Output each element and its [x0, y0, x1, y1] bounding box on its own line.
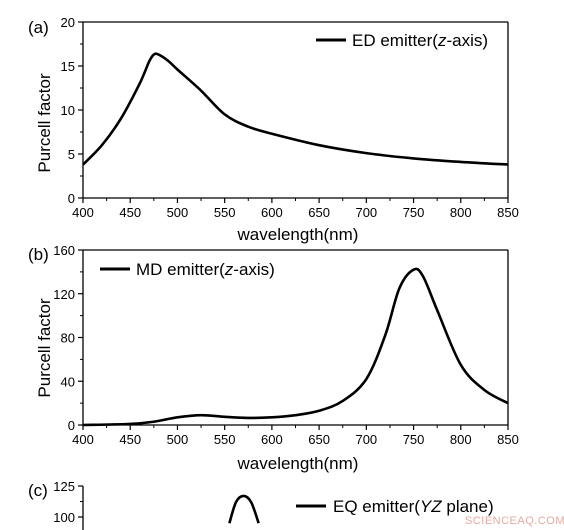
panel-a-ytick-label: 5 [68, 147, 75, 162]
panel-a-ytick-label: 10 [61, 103, 75, 118]
panel-b-xtick-label: 850 [497, 432, 519, 447]
panel-a-legend-prefix: ED emitter( [352, 31, 438, 50]
panel-a-xtick-label: 750 [403, 205, 425, 220]
panel-b-legend-prefix: MD emitter( [136, 260, 225, 279]
panel-c-ytick-label: 125 [53, 479, 75, 494]
panel-b-ytick-label: 40 [61, 374, 75, 389]
panel-a-xtick-label: 450 [119, 205, 141, 220]
panel-b-xtick-label: 450 [119, 432, 141, 447]
panel-c-legend-label: EQ emitter(YZ plane) [333, 497, 494, 516]
panel-a-ytick-label: 20 [61, 15, 75, 30]
panel-a-xtick-label: 850 [497, 205, 519, 220]
panel-b-label: (b) [28, 245, 49, 264]
panel-a-xlabel: wavelength(nm) [237, 225, 359, 244]
panel-a: (a) Purcell factor wavelength(nm) 400 450… [28, 15, 519, 244]
panel-b-series-line [82, 267, 509, 427]
panel-c-legend-suffix: plane) [442, 497, 494, 516]
panel-c-lines [228, 494, 260, 524]
panel-b-ytick-label: 0 [68, 418, 75, 433]
panel-b-legend: MD emitter(z-axis) [100, 260, 275, 279]
panel-a-legend: ED emitter(z-axis) [316, 31, 488, 50]
panel-b-ytick-label: 80 [61, 331, 75, 346]
panel-c-axes: 100 125 [53, 479, 84, 530]
panel-c-ytick-label: 100 [53, 510, 75, 525]
panel-b-xtick-label: 800 [450, 432, 472, 447]
panel-a-ytick-label: 15 [61, 59, 75, 74]
panel-a-legend-suffix: -axis) [446, 31, 488, 50]
panel-b-xlabel: wavelength(nm) [237, 454, 359, 473]
panel-a-xtick-label: 700 [355, 205, 377, 220]
panel-b-lines [82, 267, 509, 427]
panel-b-ytick-label: 120 [53, 287, 75, 302]
panel-c: (c) 100 125 EQ emitter(YZ plane) [28, 479, 494, 530]
panel-a-legend-italic: z [437, 31, 447, 50]
panel-b-xtick-label: 550 [214, 432, 236, 447]
panel-a-series-line [82, 52, 509, 166]
panel-a-ylabel: Purcell factor [35, 73, 54, 173]
panel-b-legend-suffix: -axis) [233, 260, 275, 279]
panel-a-lines [82, 52, 509, 166]
panel-a-xtick-label: 500 [167, 205, 189, 220]
watermark: SCIENCEAQ.COM [465, 515, 564, 527]
panel-b-xtick-label: 750 [403, 432, 425, 447]
panel-c-legend: EQ emitter(YZ plane) [296, 497, 494, 516]
panel-a-xtick-label: 400 [72, 205, 94, 220]
panel-a-xtick-label: 800 [450, 205, 472, 220]
panel-b-axes: 400 450 500 550 600 650 700 750 800 850 0 40 80 120 16… [53, 243, 519, 447]
panel-a-xtick-label: 600 [261, 205, 283, 220]
panel-c-legend-prefix: EQ emitter( [333, 497, 420, 516]
panel-b-ylabel: Purcell factor [35, 298, 54, 398]
panel-a-legend-label: ED emitter(z-axis) [352, 31, 488, 50]
panel-b-ytick-label: 160 [53, 243, 75, 258]
panel-a-xtick-label: 650 [308, 205, 330, 220]
panel-b-legend-label: MD emitter(z-axis) [136, 260, 275, 279]
panel-b-legend-italic: z [224, 260, 234, 279]
panel-c-legend-italic: YZ [420, 497, 442, 516]
panel-a-xtick-label: 550 [214, 205, 236, 220]
panel-b: (b) Purcell factor wavelength(nm) 400 450… [28, 243, 519, 473]
panel-b-xtick-label: 400 [72, 432, 94, 447]
panel-a-ytick-label: 0 [68, 191, 75, 206]
panel-a-label: (a) [28, 18, 49, 37]
panel-c-label: (c) [28, 481, 48, 500]
panel-b-xtick-label: 500 [167, 432, 189, 447]
panel-b-xtick-label: 700 [355, 432, 377, 447]
panel-c-series-line [228, 494, 260, 524]
panel-b-xtick-label: 600 [261, 432, 283, 447]
panel-b-xtick-label: 650 [308, 432, 330, 447]
panel-a-axes: 400 450 500 550 600 650 700 750 800 850 0 5 10 15 20 [61, 15, 519, 220]
